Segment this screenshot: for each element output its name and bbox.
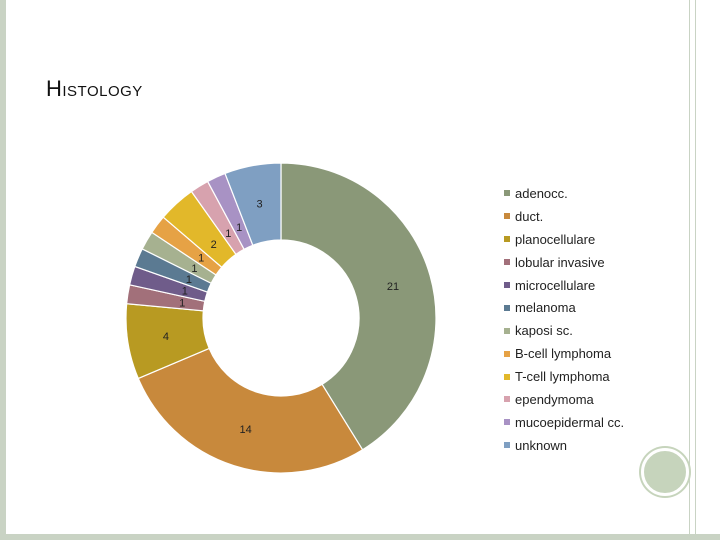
frame-bottom-bar [0, 534, 720, 540]
legend-label: ependymoma [515, 391, 594, 407]
legend-swatch [504, 327, 510, 334]
data-label-kaposi-sc: 1 [191, 263, 197, 275]
data-label-lobular-invasive: 1 [179, 298, 185, 310]
legend-swatch [504, 213, 510, 220]
slice-unknown [224, 162, 282, 247]
data-label-microcellulare: 1 [182, 286, 188, 298]
legend-swatch [504, 442, 510, 449]
legend-label: mucoepidermal cc. [515, 414, 625, 430]
legend-swatch [504, 190, 510, 197]
legend-swatch [504, 396, 510, 403]
legend-item-t-cell-lymphoma: T-cell lymphoma [504, 365, 624, 388]
legend-swatch [504, 259, 510, 266]
data-label-b-cell-lymphoma: 1 [198, 253, 204, 265]
legend-item-lobular-invasive: lobular invasive [504, 251, 624, 274]
data-label-melanoma: 1 [186, 274, 192, 286]
decorative-circle [641, 448, 689, 496]
legend-swatch [504, 350, 510, 357]
legend-item-adenocc: adenocc. [504, 182, 624, 205]
legend-item-melanoma: melanoma [504, 296, 624, 319]
legend-label: duct. [515, 208, 544, 224]
legend-label: T-cell lymphoma [515, 369, 610, 385]
data-label-t-cell-lymphoma: 2 [211, 239, 217, 251]
legend-label: B-cell lymphoma [515, 346, 612, 362]
data-label-planocellulare: 4 [163, 331, 169, 343]
legend-label: adenocc. [515, 185, 568, 201]
legend-label: microcellulare [515, 277, 596, 293]
legend-swatch [504, 419, 510, 426]
legend-item-microcellulare: microcellulare [504, 274, 624, 297]
legend-item-b-cell-lymphoma: B-cell lymphoma [504, 342, 624, 365]
data-label-ependymoma: 1 [225, 228, 231, 240]
legend-item-kaposi-sc: kaposi sc. [504, 319, 624, 342]
slide-title: Histology [46, 76, 143, 101]
legend-label: planocellulare [515, 231, 596, 247]
legend-label: melanoma [515, 300, 576, 316]
data-label-unknown: 3 [257, 198, 263, 210]
legend-item-mucoepidermal-cc: mucoepidermal cc. [504, 411, 624, 434]
legend-label: kaposi sc. [515, 323, 573, 339]
data-label-duct: 14 [240, 424, 252, 436]
donut-slices [125, 162, 437, 474]
legend-label: lobular invasive [515, 254, 605, 270]
legend-item-ependymoma: ependymoma [504, 388, 624, 411]
data-label-adenocc: 21 [387, 281, 399, 293]
legend-item-duct: duct. [504, 205, 624, 228]
legend-swatch [504, 236, 510, 243]
slice-duct [137, 347, 364, 474]
data-label-mucoepidermal-cc: 1 [236, 222, 242, 234]
chart-legend: adenocc. duct. planocellulare lobular invas… [504, 182, 624, 457]
slice-adenocc [280, 162, 437, 451]
legend-label: unknown [515, 437, 568, 453]
legend-swatch [504, 373, 510, 380]
frame-right-bar [689, 0, 696, 540]
legend-swatch [504, 304, 510, 311]
legend-swatch [504, 282, 510, 288]
legend-item-unknown: unknown [504, 434, 624, 457]
legend-item-planocellulare: planocellulare [504, 228, 624, 251]
frame-left-bar [0, 0, 6, 540]
